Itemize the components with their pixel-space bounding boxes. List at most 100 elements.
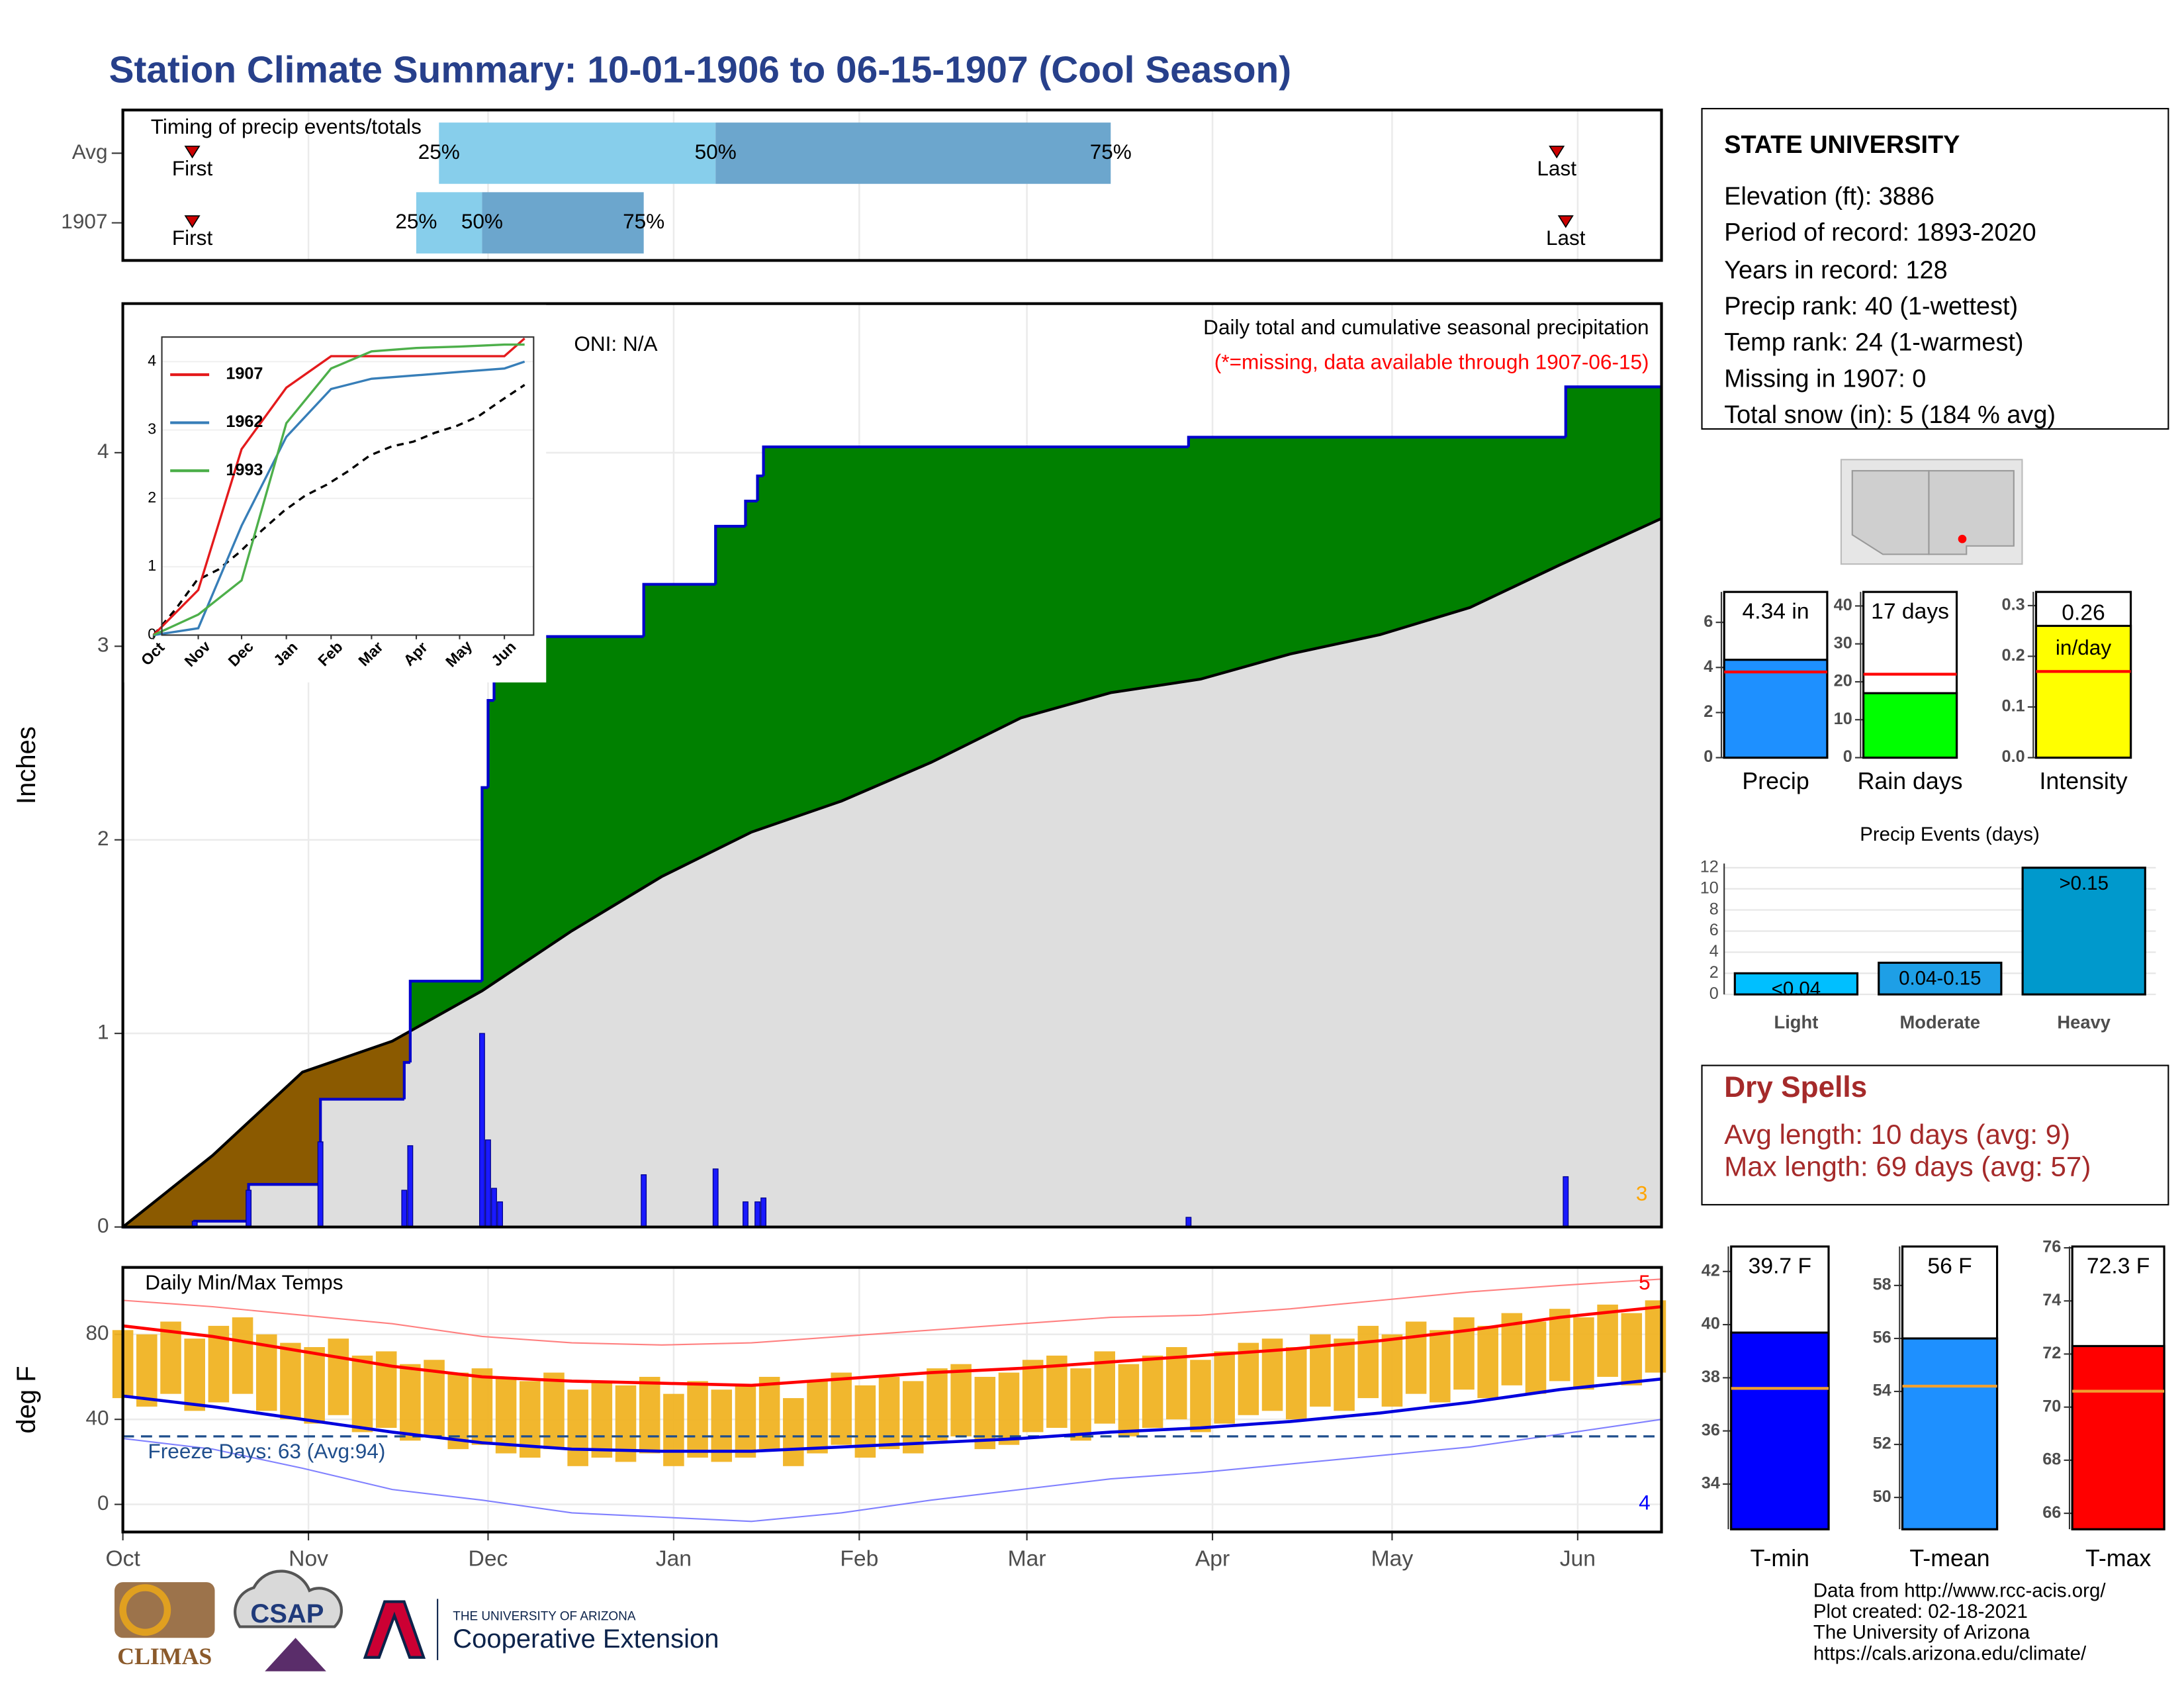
bar-title: Precip Events (days) — [1860, 823, 2040, 845]
cumulative-step — [642, 583, 716, 637]
daily-temp-bar — [280, 1342, 301, 1420]
daily-temp-bar — [1477, 1325, 1498, 1399]
y-tick-label: 4 — [1709, 942, 1719, 961]
daily-temp-bar — [783, 1398, 804, 1466]
y-tick-label: 0 — [97, 1491, 109, 1515]
y-tick-label: 3 — [97, 633, 109, 657]
y-tick-label: 40 — [1834, 596, 1852, 614]
event-label: First — [172, 156, 213, 180]
daily-temp-bar — [1214, 1351, 1235, 1424]
climas-emblem — [119, 1584, 171, 1636]
daily-temp-bar — [1597, 1304, 1618, 1377]
daily-temp-bar — [758, 1376, 780, 1450]
footer-line: Plot created: 02-18-2021 — [1813, 1601, 2028, 1622]
band-high — [715, 122, 1111, 184]
daily-temp-bar — [136, 1334, 158, 1407]
locator-map — [1840, 459, 2023, 565]
event-label: First — [172, 226, 213, 250]
event-marker — [1549, 146, 1565, 159]
daily-temp-bar — [1238, 1342, 1259, 1415]
y-tick-label: 0 — [1843, 747, 1852, 766]
y-tick-label: 40 — [86, 1406, 109, 1430]
footer-line: https://cals.arizona.edu/climate/ — [1813, 1642, 2087, 1664]
daily-bar — [491, 1188, 497, 1228]
daily-temp-bar — [232, 1317, 253, 1394]
gauge-name: Intensity — [2039, 768, 2127, 794]
y-tick-label: 30 — [1834, 633, 1852, 652]
logos: CLIMAS CSAP THE UNIVERSITY OF ARIZONA Co… — [114, 1570, 719, 1671]
daily-bar — [641, 1174, 647, 1228]
panel-border — [121, 109, 1663, 262]
event-label: Last — [1537, 156, 1576, 180]
cumulative-step — [744, 499, 758, 526]
panel-border — [121, 1266, 1663, 1534]
daily-temp-bar — [471, 1368, 493, 1445]
daily-bar — [712, 1168, 719, 1228]
precip-subtitle: Daily total and cumulative seasonal prec… — [1203, 315, 1649, 339]
percent-label: 50% — [695, 140, 737, 164]
y-tick-label: 4 — [148, 352, 156, 369]
x-tick-label: Apr — [1195, 1546, 1230, 1571]
gauge-bar — [2034, 624, 2132, 759]
dry-spells-box — [1701, 1064, 2169, 1205]
y-tick-label: 0 — [1704, 747, 1713, 766]
y-tick-label: 50 — [1873, 1487, 1891, 1506]
cumulative-step — [756, 474, 764, 501]
daily-temp-bar — [184, 1338, 205, 1411]
cumulative-step — [1564, 385, 1662, 438]
daily-temp-bar — [1070, 1368, 1091, 1441]
x-tick-label: Moderate — [1900, 1012, 1981, 1033]
y-tick-label: 3 — [148, 420, 156, 438]
station-line: Missing in 1907: 0 — [1724, 365, 1926, 393]
daily-temp-bar — [687, 1381, 708, 1458]
y-tick-label: 52 — [1873, 1434, 1891, 1453]
event-marker — [184, 215, 201, 228]
gauge-bar — [1723, 659, 1829, 759]
y-tick-label: 76 — [2042, 1238, 2061, 1256]
daily-bar — [497, 1201, 503, 1228]
cumulative-step — [402, 1060, 410, 1100]
panel-border — [121, 302, 1663, 1229]
daily-temp-bar — [1430, 1330, 1451, 1403]
daily-temp-bar — [1405, 1321, 1427, 1394]
daily-temp-bar — [495, 1376, 517, 1454]
station-line: Precip rank: 40 (1-wettest) — [1724, 293, 2018, 320]
band-high — [482, 192, 644, 254]
daily-bar — [246, 1190, 252, 1228]
bar — [1878, 961, 2003, 996]
gauge-unit-label: in/day — [2056, 635, 2111, 659]
legend-label: 1962 — [226, 412, 263, 431]
daily-temp-bar — [927, 1368, 948, 1441]
avg-min-line — [122, 1377, 1662, 1453]
ua-name: THE UNIVERSITY OF ARIZONA — [453, 1610, 636, 1624]
oni-label: ONI: N/A — [574, 332, 657, 355]
daily-temp-bar — [543, 1372, 565, 1450]
cumulative-step — [1187, 436, 1566, 447]
map-state — [1851, 470, 1930, 555]
percent-label: 75% — [1090, 140, 1132, 164]
daily-temp-bar — [1142, 1355, 1163, 1429]
map-state — [1928, 470, 2015, 555]
extension-name: Cooperative Extension — [453, 1624, 719, 1654]
event-label: Last — [1546, 226, 1586, 250]
daily-bar — [760, 1197, 767, 1228]
band-low — [416, 192, 482, 254]
x-tick-label: Oct — [105, 1546, 140, 1571]
y-tick-label: 72 — [2042, 1344, 2061, 1362]
gauge-name: T-min — [1751, 1545, 1809, 1571]
station-box — [1701, 108, 2169, 430]
gauge-value-label: 17 days — [1871, 600, 1949, 624]
gauge-value-label: 39.7 F — [1749, 1254, 1811, 1278]
map-station — [1958, 534, 1967, 543]
y-tick-label: 10 — [1700, 878, 1719, 897]
record-max-line — [122, 1278, 1662, 1346]
daily-temp-bar — [663, 1393, 684, 1466]
footer-line: Data from http://www.rcc-acis.org/ — [1813, 1580, 2106, 1602]
climas-logo: CLIMAS — [117, 1643, 212, 1669]
daily-temp-bar — [1285, 1347, 1307, 1420]
station-line: Years in record: 128 — [1724, 256, 1947, 284]
average-line — [122, 517, 1662, 1229]
low-count: 4 — [1639, 1491, 1651, 1515]
daily-temp-bar — [1022, 1360, 1044, 1432]
